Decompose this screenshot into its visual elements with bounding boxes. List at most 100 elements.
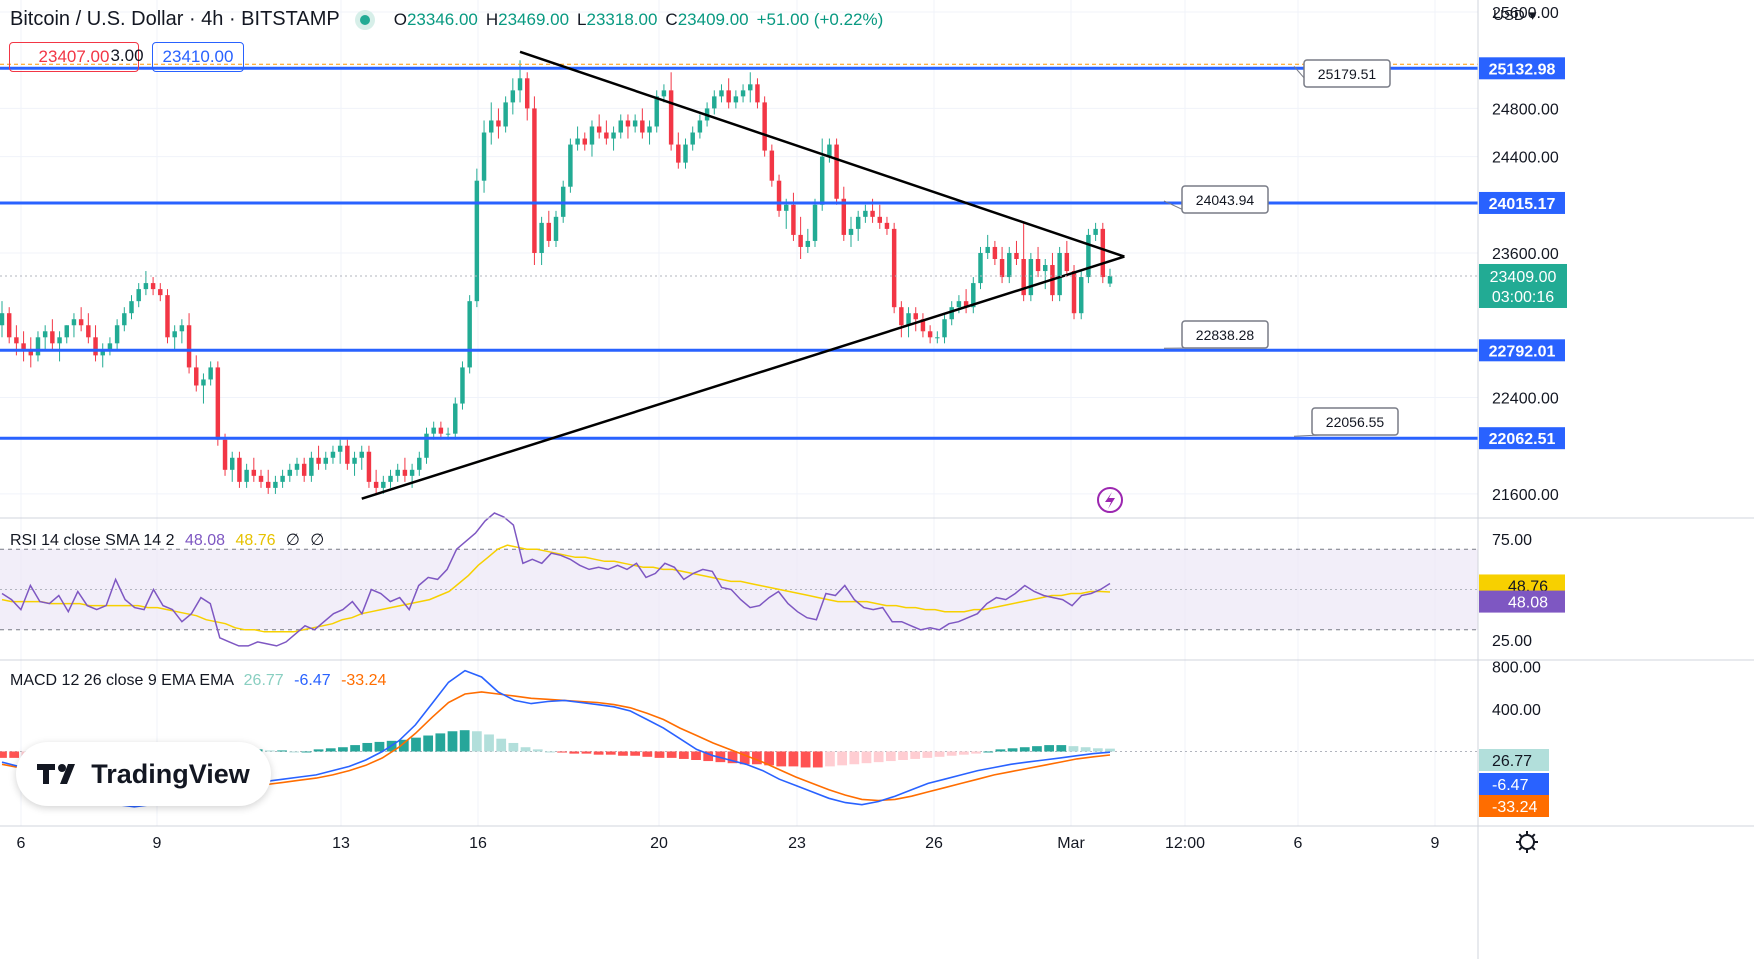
rsi-extra-2: ∅ — [310, 532, 325, 549]
change-value: +51.00 (+0.22%) — [756, 9, 884, 29]
macd-value-tag — [1479, 773, 1549, 795]
rsi-pane[interactable] — [0, 512, 1478, 647]
macd-histogram-bar — [423, 735, 434, 752]
candle-body — [733, 96, 739, 103]
candle-body — [654, 96, 659, 127]
level-axis-label: 22792.01 — [1489, 343, 1556, 360]
candle-body — [1007, 252, 1012, 278]
candle-body — [661, 90, 667, 97]
symbol-title[interactable]: Bitcoin / U.S. Dollar · 4h · BITSTAMP — [10, 8, 340, 30]
macd-histogram-bar — [277, 750, 287, 752]
spread-value: 3.00 — [110, 42, 144, 70]
candle-body — [287, 469, 293, 476]
candle-body — [999, 259, 1005, 278]
candle-body — [294, 463, 300, 470]
candle-body — [373, 481, 379, 488]
candle-body — [1057, 252, 1062, 296]
candle-body — [316, 457, 321, 464]
candle-body — [42, 331, 48, 338]
candle-body — [942, 319, 947, 338]
candle-body — [755, 84, 760, 103]
ohlc-values: O23346.00 H23469.00 L23318.00 C23409.00 … — [394, 10, 884, 30]
candle-body — [971, 283, 976, 308]
currency-selector[interactable]: USD ▾ — [1493, 7, 1537, 24]
candle-body — [481, 132, 487, 181]
price-tick-label: 23600.00 — [1492, 246, 1559, 263]
macd-histogram-bar — [484, 734, 494, 752]
macd-histogram-bar — [959, 751, 969, 755]
gear-tooth — [1531, 833, 1536, 838]
candle-body — [524, 78, 530, 109]
candle-body — [438, 427, 444, 434]
sell-button[interactable]: 23407.00 — [9, 42, 139, 72]
macd-hist-value: 26.77 — [243, 672, 284, 689]
logo-text: TradingView — [91, 758, 250, 789]
price-pane[interactable]: 25179.51 24043.94 22838.28 22056.55 — [0, 50, 1478, 513]
candle-body — [388, 475, 393, 482]
callout-label: 22838.28 — [1196, 327, 1255, 343]
candle-body — [345, 445, 350, 464]
candle-body — [596, 126, 602, 133]
macd-histogram-bar — [471, 731, 482, 752]
candle-body — [927, 331, 933, 338]
macd-tick-label: 400.00 — [1492, 702, 1541, 719]
time-tick-label: 16 — [469, 835, 487, 852]
candle-body — [618, 120, 623, 133]
candle-body — [237, 457, 242, 482]
candle-body — [575, 138, 580, 145]
rsi-legend[interactable]: RSI 14 close SMA 14 2 48.08 48.76 ∅ ∅ — [10, 530, 324, 550]
macd-histogram-bar — [630, 751, 641, 756]
macd-histogram-bar — [411, 737, 421, 752]
candle-body — [445, 433, 451, 435]
callout-box — [1181, 320, 1269, 349]
candle-body — [366, 451, 372, 482]
macd-histogram-bar — [289, 751, 300, 753]
macd-histogram-bar — [362, 742, 373, 752]
level-axis-label: 25132.98 — [1489, 61, 1556, 78]
rsi-tick-label: 75.00 — [1492, 532, 1532, 549]
candle-body — [647, 126, 652, 133]
candle-body — [891, 228, 897, 308]
macd-value-tag-label: -6.47 — [1492, 777, 1529, 794]
candle-body — [712, 96, 717, 109]
macd-histogram-bar — [508, 742, 519, 752]
candle-body — [719, 90, 724, 97]
candle-body — [150, 283, 156, 290]
macd-histogram-bar — [1019, 747, 1030, 752]
macd-histogram-bar — [800, 751, 811, 768]
candle-body — [496, 120, 501, 127]
candle-body — [784, 204, 789, 211]
macd-histogram-bar — [9, 751, 20, 758]
candle-body — [417, 457, 422, 470]
tradingview-logo[interactable]: TradingView — [16, 742, 271, 806]
candle-body — [510, 90, 516, 103]
macd-histogram-bar — [520, 747, 531, 752]
time-tick-label: 13 — [332, 835, 350, 852]
candle-body — [0, 313, 5, 326]
macd-histogram-bar — [946, 751, 957, 756]
candle-body — [230, 457, 235, 470]
candle-body — [1071, 271, 1077, 314]
macd-histogram-bar — [398, 739, 409, 752]
settings-gear-icon[interactable] — [1516, 831, 1538, 853]
lightning-bolt — [1105, 492, 1115, 509]
candle-body — [935, 337, 940, 339]
open-value: 23346.00 — [406, 9, 478, 29]
macd-legend[interactable]: MACD 12 26 close 9 EMA EMA 26.77 -6.47 -… — [10, 672, 386, 690]
high-label: H — [485, 9, 499, 29]
close-value: 23409.00 — [677, 9, 749, 29]
buy-price: 23410.00 — [162, 47, 234, 66]
macd-value-tag — [1479, 749, 1549, 771]
level-axis-tag — [1479, 427, 1565, 450]
time-tick-label: 20 — [650, 835, 668, 852]
buy-button[interactable]: 23410.00 — [152, 42, 244, 72]
candle-body — [258, 475, 264, 482]
candle-body — [805, 240, 811, 247]
current-price-label: 23409.00 — [1490, 269, 1557, 286]
callout-label: 22056.55 — [1326, 414, 1385, 430]
candle-body — [956, 301, 962, 308]
candle-body — [50, 331, 55, 344]
candle-body — [114, 325, 120, 344]
candle-body — [834, 144, 839, 199]
candle-body — [870, 210, 875, 217]
